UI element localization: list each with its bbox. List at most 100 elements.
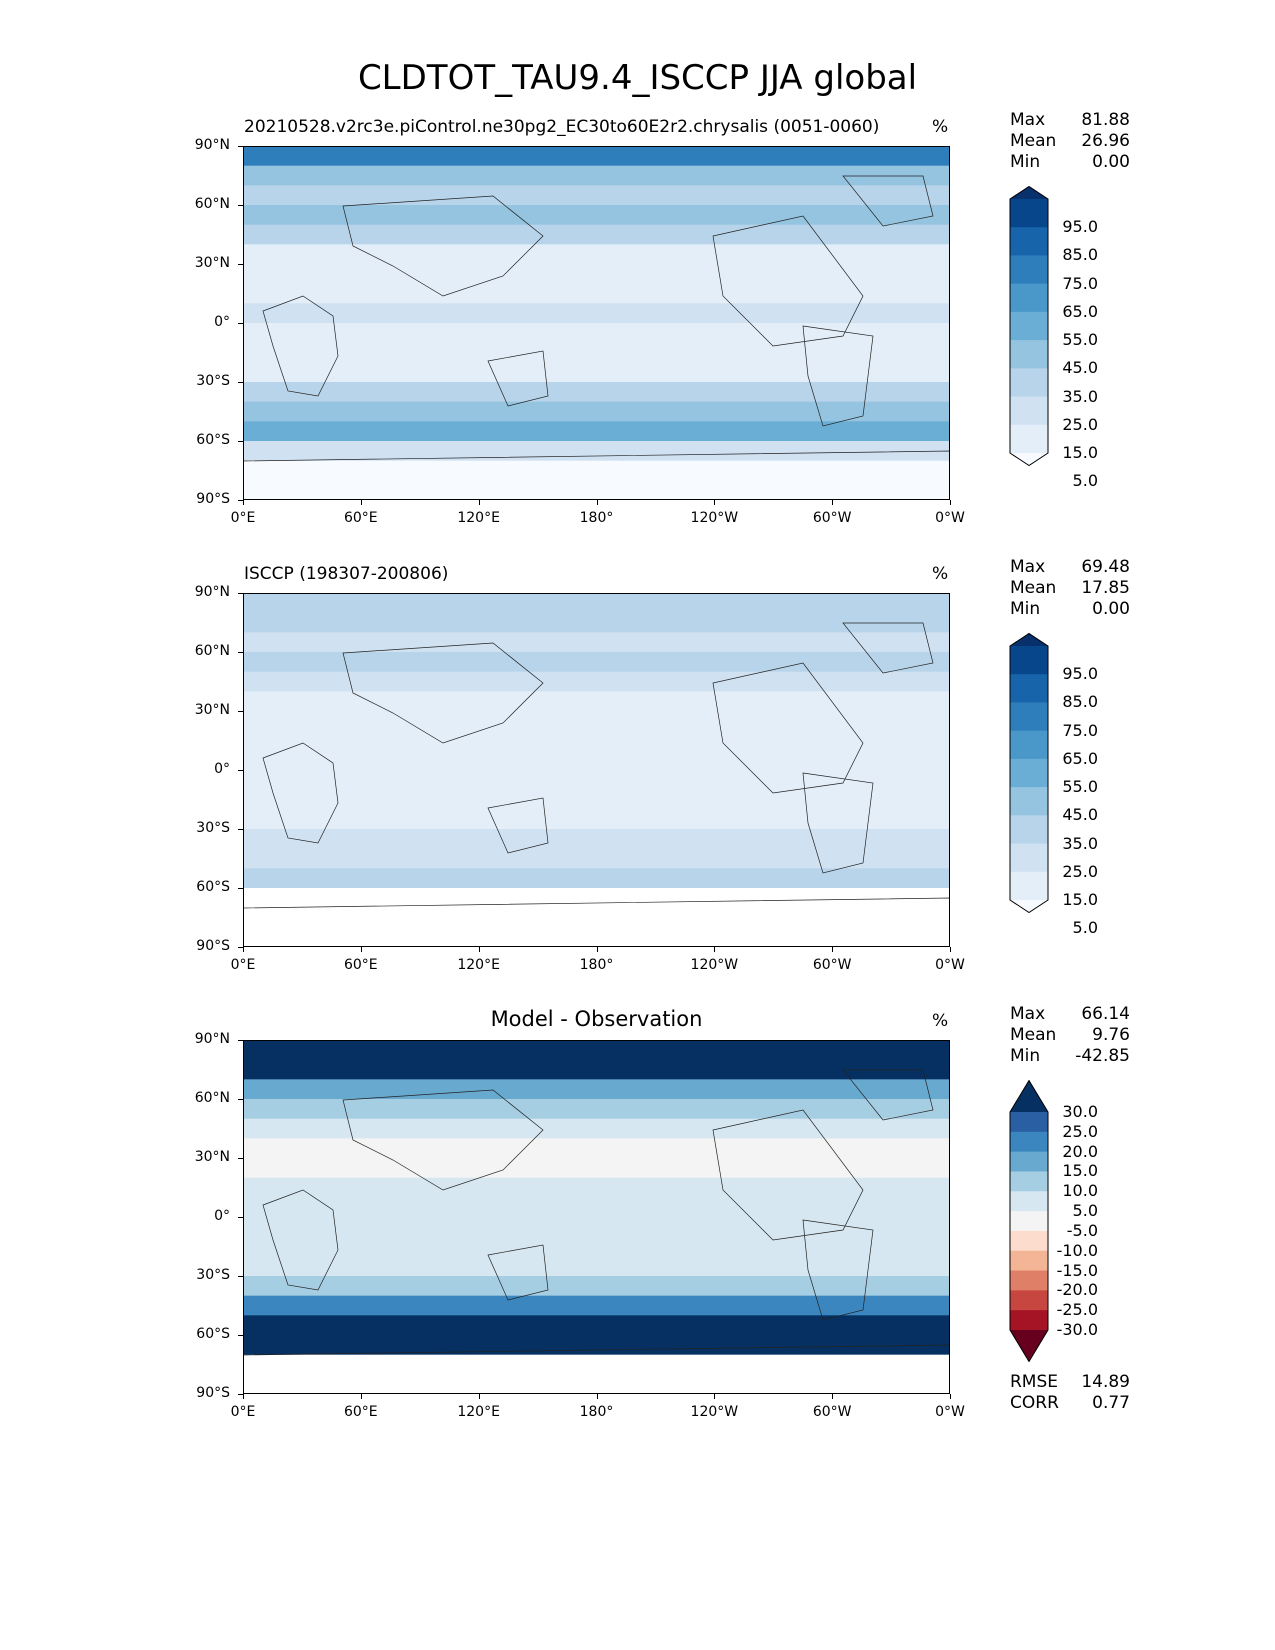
colorbar-segment [1010,283,1048,313]
lat-tick-label: 60°S [196,432,230,448]
lon-tick [596,500,598,505]
coastline [243,897,950,947]
axes-frame [243,146,950,500]
lat-band [243,1354,950,1375]
stat-value: 26.96 [1081,131,1130,151]
lat-band [243,421,950,442]
lon-tick [243,500,244,505]
lat-band [243,671,950,692]
coastline [712,1109,864,1241]
lat-tick [238,652,243,653]
stat-value: 66.14 [1081,1004,1130,1024]
colorbar-tick-label: 45.0 [1062,358,1098,378]
lat-tick-label: 60°N [194,1090,230,1106]
colorbar-segment [1010,396,1048,426]
lon-tick [596,1394,598,1399]
stat-label: Min [1010,152,1041,172]
colorbar-tick-label: 85.0 [1062,245,1098,265]
lon-tick-label: 0°E [230,1404,256,1420]
colorbar-outline [1009,1080,1049,1362]
colorbar-segment [1010,1171,1048,1192]
lat-band [243,730,950,751]
test-title: 20210528.v2rc3e.piControl.ne30pg2_EC30to… [244,117,880,137]
colorbar-tick-label: 55.0 [1062,777,1098,797]
lat-tick [238,1276,243,1277]
coastline [712,662,864,794]
lat-band [243,165,950,186]
lon-tick-label: 180° [579,1404,614,1420]
lat-tick [238,500,243,501]
stat-label: Min [1010,599,1041,619]
coastline [342,195,544,297]
difference-units: % [932,1011,949,1031]
lon-tick [243,1394,244,1399]
lat-band [243,480,950,500]
coastline [842,622,934,674]
colorbar-tick-label: 5.0 [1072,918,1098,938]
coastline [487,350,549,407]
lat-tick [238,888,243,889]
lat-band [243,303,950,324]
lon-tick [360,947,362,952]
lon-tick-label: 60°W [812,1404,852,1420]
colorbar-segment [1010,843,1048,873]
lat-tick [238,323,243,324]
colorbar-tick-label: -5.0 [1066,1220,1098,1240]
colorbar-tick-label: 95.0 [1062,217,1098,237]
colorbar-segment [1010,1131,1048,1153]
lat-band [243,224,950,245]
lon-tick [950,1394,951,1399]
difference-map [243,1040,950,1394]
lon-tick-label: 0°W [935,1404,965,1420]
coastline [342,1089,544,1191]
lat-band [243,1118,950,1139]
colorbar-segment [1010,1230,1048,1252]
figure-title: CLDTOT_TAU9.4_ISCCP JJA global [357,58,918,98]
colorbar-segment [1010,1151,1048,1172]
axes-frame [243,593,950,947]
colorbar-tick-label: -25.0 [1056,1300,1098,1320]
lat-band [243,244,950,265]
lat-band [243,868,950,889]
lat-tick-label: 0° [214,1208,230,1224]
difference-title: Model - Observation [490,1007,703,1031]
lat-band [243,632,950,653]
lat-band [243,460,950,481]
colorbar-segment [1010,633,1048,646]
colorbar-segment [1010,730,1048,760]
test-colorbar [1009,186,1049,466]
colorbar-tick-label: 85.0 [1062,692,1098,712]
lat-band [243,342,950,363]
coastline [262,742,339,844]
colorbar-segment [1010,1330,1048,1362]
lat-tick-label: 30°S [196,373,230,389]
coastline [842,175,934,227]
colorbar-segment [1010,1290,1048,1311]
colorbar-segment [1010,1191,1048,1212]
coastline [262,1189,339,1291]
colorbar-segment [1010,1270,1048,1291]
colorbar-segment [1010,368,1048,398]
lon-tick-label: 60°W [812,957,852,973]
lon-tick-label: 0°W [935,510,965,526]
lat-tick-label: 30°N [194,255,230,271]
colorbar-segment [1010,900,1048,913]
test-units: % [932,117,949,137]
lat-tick [238,770,243,771]
colorbar-tick-label: -20.0 [1056,1280,1098,1300]
lat-tick-label: 90°N [194,1031,230,1047]
lat-band [243,770,950,791]
stat-label: Mean [1010,578,1057,598]
axes-frame [243,1040,950,1394]
stat-value: 81.88 [1081,110,1130,130]
colorbar-tick-label: 20.0 [1062,1141,1098,1161]
colorbar-tick-label: 25.0 [1062,1121,1098,1141]
lon-tick-label: 60°E [343,957,378,973]
colorbar-outline [1009,633,1049,913]
lon-tick-label: 120°E [457,1404,500,1420]
lat-tick [238,1040,243,1041]
lat-band [243,1040,950,1061]
colorbar-segment [1010,424,1048,454]
lat-band [243,1138,950,1159]
lat-tick-label: 30°S [196,820,230,836]
